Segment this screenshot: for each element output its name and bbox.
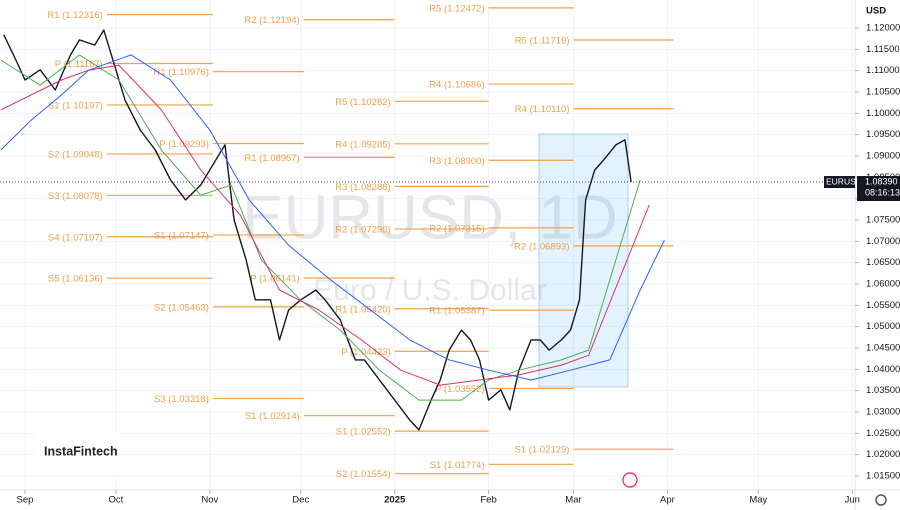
x-tick-label: Oct <box>109 495 124 506</box>
pivot-label: R1 (1.12316) <box>47 10 102 21</box>
pivot-label: S3 (1.08078) <box>48 191 103 202</box>
y-tick-label: 1.10500 <box>866 87 900 98</box>
pivot-label: R4 (1.10686) <box>429 80 484 91</box>
x-tick-label: Nov <box>201 495 218 506</box>
price-tag-time: 08:16:13 <box>865 187 900 197</box>
pivot-label: S1 (1.10197) <box>48 100 103 111</box>
x-tick-label: May <box>749 495 767 506</box>
price-tag <box>857 176 900 202</box>
pivot-label: S1 (1.02552) <box>336 427 391 438</box>
axes: 1.12000 1.11500 1.11000 1.10500 1.10000 1.095… <box>17 23 900 506</box>
y-tick-label: 1.04000 <box>866 364 900 375</box>
pivot-label: P (1.06141) <box>250 273 299 284</box>
y-tick-label: 1.01500 <box>866 471 900 482</box>
y-tick-label: 1.09500 <box>866 129 900 140</box>
pivot-label: S2 (1.09048) <box>48 149 103 160</box>
grid <box>0 0 855 490</box>
pivot-label: S4 (1.07107) <box>48 232 103 243</box>
pivot-label: R1 (1.05387) <box>429 306 484 317</box>
currency: USD <box>866 6 886 17</box>
pivot-label: R1 (1.05420) <box>335 304 390 315</box>
settings-icon[interactable] <box>875 494 887 506</box>
y-tick-label: 1.11000 <box>866 65 900 76</box>
y-tick-label: 1.06500 <box>866 257 900 268</box>
x-tick-label: Jun <box>845 495 860 506</box>
pivot-label: R1 (1.08967) <box>244 153 299 164</box>
pivot-label: R3 (1.08900) <box>429 156 484 167</box>
pivot-label: P (1.11167) <box>55 59 103 70</box>
pivot-label: R4 (1.09285) <box>335 139 390 150</box>
y-tick-label: 1.07000 <box>866 236 900 247</box>
series <box>0 29 855 431</box>
watermark-sub: Euro / U.S. Dollar <box>313 274 546 307</box>
pivot-label: R5 (1.10282) <box>335 97 390 108</box>
x-tick-label: Sep <box>17 495 34 506</box>
pivot-label: R3 (1.08288) <box>335 182 390 193</box>
price-tag-label: 1.08390 <box>865 176 898 186</box>
series-line <box>0 54 665 381</box>
symbol-tag <box>824 176 855 189</box>
pivot-label: R4 (1.10110) <box>515 104 570 115</box>
pivot-label: S2 (1.05463) <box>154 302 209 313</box>
y-tick-label: 1.02500 <box>866 428 900 439</box>
series-line <box>3 29 632 431</box>
pivot-label: R5 (1.11719) <box>515 35 570 46</box>
pivot-label: S1 (1.02129) <box>515 445 570 456</box>
pivot-label: P (1.03552) <box>435 384 484 395</box>
y-tick-label: 1.04500 <box>866 343 900 354</box>
y-tick-label: 1.05000 <box>866 321 900 332</box>
y-tick-label: 1.10000 <box>866 108 900 119</box>
pivot-label: S2 (1.01554) <box>336 469 391 480</box>
pivot-label: S1 (1.07147) <box>154 231 209 242</box>
pivot-levels: R1 (1.12316) P (1.11167) S1 (1.10197) S2 (1… <box>47 3 674 480</box>
pivot-label: S5 (1.06136) <box>48 274 103 285</box>
watermark: EURUSD, 1D <box>242 183 618 252</box>
pivot-label: P (1.04423) <box>341 347 390 358</box>
y-tick-label: 1.12000 <box>866 23 900 34</box>
y-tick-label: 1.07500 <box>866 215 900 226</box>
x-tick-label: Mar <box>565 495 581 506</box>
y-tick-label: 1.03500 <box>866 385 900 396</box>
range-box <box>538 133 629 388</box>
pivot-label: R2 (1.06893) <box>514 241 569 252</box>
symbol-tag-label: EURUSD <box>826 176 862 186</box>
y-tick-label: 1.09000 <box>866 151 900 162</box>
brand-box <box>36 432 120 474</box>
series-line <box>0 54 641 401</box>
pivot-label: S1 (1.01774) <box>430 460 485 471</box>
x-tick-label: Dec <box>292 495 309 506</box>
alert-icon[interactable] <box>622 472 638 488</box>
brand: InstaFintech <box>44 444 118 458</box>
pivot-label: S1 (1.02914) <box>245 411 300 422</box>
y-tick-label: 1.02000 <box>866 449 900 460</box>
y-tick-label: 1.06000 <box>866 279 900 290</box>
y-tick-label: 1.03000 <box>866 407 900 418</box>
x-tick-label: Feb <box>480 495 496 506</box>
pivot-label: R5 (1.12472) <box>429 3 484 14</box>
y-tick-label: 1.11500 <box>866 44 900 55</box>
x-tick-label: 2025 <box>384 495 406 506</box>
pivot-label: R2 (1.12194) <box>244 15 299 26</box>
pivot-label: R1 (1.10976) <box>153 67 208 78</box>
x-tick-label: Apr <box>660 495 675 506</box>
y-tick-label: 1.05500 <box>866 300 900 311</box>
pivot-label: R2 (1.07315) <box>429 223 484 234</box>
pivot-label: S3 (1.03318) <box>154 394 209 405</box>
pivot-label: R2 (1.07290) <box>335 224 390 235</box>
